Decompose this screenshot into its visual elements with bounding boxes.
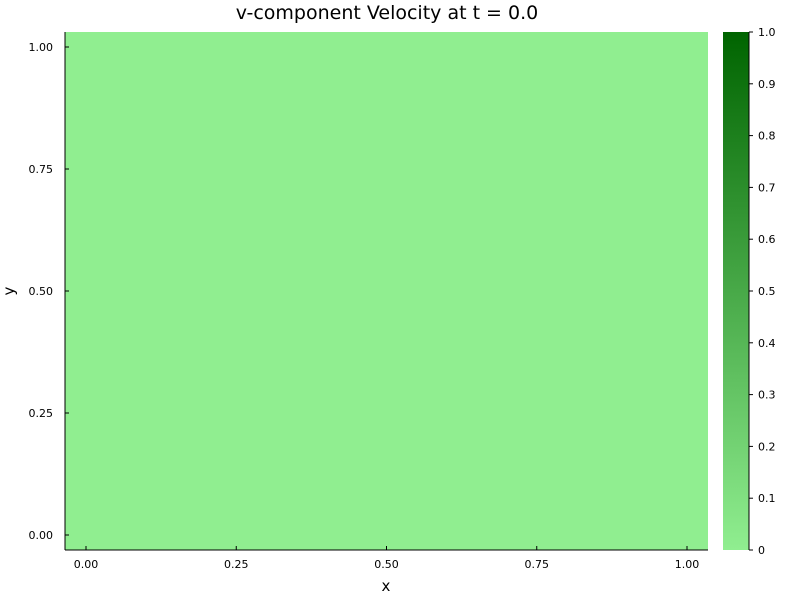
y-axis-ticks: 0.00 0.25 0.50 0.75 1.00 xyxy=(29,41,69,542)
colorbar-tick-label: 0.7 xyxy=(758,181,776,194)
y-tick-label: 0.75 xyxy=(29,163,54,176)
colorbar-gradient xyxy=(723,32,749,550)
colorbar-tick-label: 1.0 xyxy=(758,26,776,39)
chart-title: v-component Velocity at t = 0.0 xyxy=(236,2,539,24)
colorbar-tick-label: 0.4 xyxy=(758,337,776,350)
x-axis-title: x xyxy=(382,577,391,595)
x-tick-label: 1.00 xyxy=(675,558,700,571)
x-tick-label: 0.25 xyxy=(224,558,249,571)
y-axis-title: y xyxy=(0,286,18,295)
x-tick-label: 0.00 xyxy=(74,558,99,571)
colorbar-tick-label: 0.5 xyxy=(758,285,776,298)
x-tick-label: 0.50 xyxy=(374,558,399,571)
x-tick-label: 0.75 xyxy=(525,558,550,571)
y-tick-label: 0.00 xyxy=(29,529,54,542)
y-tick-label: 0.50 xyxy=(29,285,54,298)
y-tick-label: 1.00 xyxy=(29,41,54,54)
plot-area xyxy=(64,32,708,551)
colorbar-tick-label: 0.3 xyxy=(758,389,776,402)
colorbar-tick-label: 0.9 xyxy=(758,78,776,91)
y-tick-label: 0.25 xyxy=(29,407,54,420)
colorbar-tick-label: 0.2 xyxy=(758,440,776,453)
colorbar-tick-label: 0.8 xyxy=(758,130,776,143)
x-axis-ticks: 0.00 0.25 0.50 0.75 1.00 xyxy=(74,546,700,571)
colorbar-tick-label: 0.1 xyxy=(758,492,776,505)
heatmap-field xyxy=(65,32,708,550)
colorbar: 0 0.1 0.2 0.3 0.4 0.5 0.6 0.7 0.8 0.9 1.0 xyxy=(723,26,776,557)
colorbar-ticks: 0 0.1 0.2 0.3 0.4 0.5 0.6 0.7 0.8 0.9 1.0 xyxy=(749,26,776,557)
colorbar-tick-label: 0 xyxy=(758,544,765,557)
colorbar-tick-label: 0.6 xyxy=(758,233,776,246)
